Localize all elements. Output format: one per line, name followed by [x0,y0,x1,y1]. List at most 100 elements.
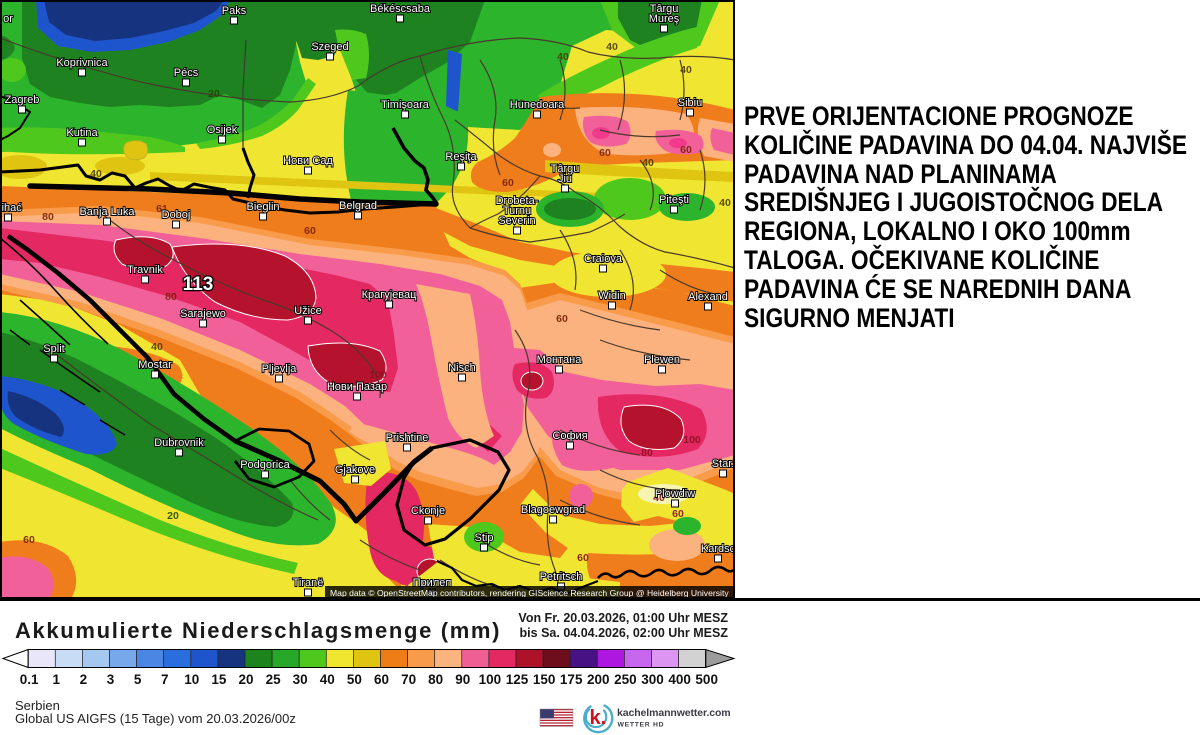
svg-text:Banja Luka: Banja Luka [79,206,135,218]
svg-text:Severin: Severin [498,215,535,227]
svg-text:40: 40 [320,672,335,687]
svg-text:40: 40 [606,41,618,53]
svg-text:Zagreb: Zagreb [5,94,40,106]
svg-text:Kardsc: Kardsc [701,543,735,555]
svg-text:Pécs: Pécs [174,67,199,79]
svg-text:5: 5 [134,672,142,687]
svg-text:Ckonje: Ckonje [411,505,445,517]
svg-text:Star.: Star. [712,458,735,470]
svg-text:80: 80 [165,291,177,303]
svg-text:София: София [552,430,587,442]
svg-text:150: 150 [533,672,556,687]
svg-text:Užice: Užice [294,305,322,317]
svg-text:Mostar: Mostar [138,359,172,371]
svg-text:Szeged: Szeged [311,41,348,53]
svg-text:Târgu: Târgu [650,3,679,15]
svg-text:Alexand: Alexand [688,291,728,303]
svg-text:60: 60 [374,672,389,687]
svg-text:Prishtine: Prishtine [386,432,429,444]
svg-text:Gjakove: Gjakove [335,464,375,476]
svg-text:Pljevlja: Pljevlja [262,363,298,375]
svg-text:k.: k. [590,707,607,729]
svg-text:125: 125 [506,672,529,687]
svg-text:Map data © OpenStreetMap contr: Map data © OpenStreetMap contributors, r… [330,588,729,598]
svg-text:40: 40 [653,492,665,504]
svg-text:Osijek: Osijek [207,124,238,136]
svg-text:113: 113 [183,274,214,295]
svg-text:Bieglin: Bieglin [246,201,279,213]
svg-text:Монтана: Монтана [537,354,583,366]
svg-text:WETTER HD: WETTER HD [618,722,665,729]
svg-text:Plowdiw: Plowdiw [655,488,695,500]
svg-text:100: 100 [683,434,701,446]
svg-text:80: 80 [641,447,653,459]
svg-text:Sibiu: Sibiu [678,97,702,109]
svg-text:Jiu: Jiu [558,173,572,185]
svg-text:or: or [3,13,13,25]
svg-text:60: 60 [672,508,684,520]
svg-text:Podgorica: Podgorica [240,459,290,471]
svg-text:Doboj: Doboj [162,209,191,221]
svg-text:500: 500 [695,672,718,687]
svg-text:Petritsch: Petritsch [540,571,583,583]
svg-text:1: 1 [53,672,61,687]
svg-text:70: 70 [401,672,416,687]
svg-text:60: 60 [23,534,35,546]
svg-text:400: 400 [668,672,691,687]
svg-text:10: 10 [184,672,199,687]
svg-text:Turnu: Turnu [503,205,531,217]
svg-text:60: 60 [680,144,692,156]
svg-text:Plewen: Plewen [644,354,680,366]
svg-text:30: 30 [293,672,308,687]
svg-text:Split: Split [43,343,64,355]
svg-text:Mureş: Mureş [649,13,680,25]
svg-text:25: 25 [266,672,282,687]
svg-text:Kutina: Kutina [66,127,98,139]
svg-text:61: 61 [156,203,168,215]
svg-text:60: 60 [599,147,611,159]
svg-text:Drobeta-: Drobeta- [496,195,539,207]
svg-text:40: 40 [719,197,731,209]
svg-text:250: 250 [614,672,637,687]
svg-text:Sarajewo: Sarajewo [180,308,226,320]
svg-text:100: 100 [479,672,502,687]
svg-text:40: 40 [90,168,102,180]
svg-text:Bihać: Bihać [0,202,22,214]
svg-text:Stip: Stip [475,532,494,544]
svg-text:Tiranë: Tiranë [293,577,324,589]
svg-text:20: 20 [238,672,253,687]
svg-text:kachelmannwetter.com: kachelmannwetter.com [617,707,731,719]
svg-text:Koprivnica: Koprivnica [56,57,108,69]
svg-text:40: 40 [642,157,654,169]
svg-text:Târgu: Târgu [551,163,580,175]
svg-text:40: 40 [557,51,569,63]
svg-text:Hunedoara: Hunedoara [510,99,565,111]
svg-text:0.1: 0.1 [20,672,39,687]
svg-text:Nisch: Nisch [448,362,476,374]
svg-text:Paks: Paks [222,5,247,17]
svg-text:20: 20 [208,88,220,100]
svg-text:15: 15 [211,672,227,687]
svg-text:Travnik: Travnik [127,264,163,276]
svg-text:Békéscsaba: Békéscsaba [370,3,431,15]
svg-text:Timişoara: Timişoara [381,99,430,111]
svg-text:Dubrovnik: Dubrovnik [154,437,204,449]
svg-text:Widin: Widin [598,290,626,302]
svg-text:Крагујевац: Крагујевац [362,289,418,301]
svg-text:100: 100 [369,369,387,381]
svg-text:Нови Пазар: Нови Пазар [327,381,387,393]
svg-text:Reşiţa: Reşiţa [445,151,477,163]
svg-text:Blagoewgrad: Blagoewgrad [521,504,585,516]
svg-text:20: 20 [167,510,179,522]
svg-text:2: 2 [80,672,88,687]
svg-text:Нови Сад: Нови Сад [283,155,333,167]
svg-text:50: 50 [347,672,362,687]
svg-text:175: 175 [560,672,583,687]
svg-text:60: 60 [304,225,316,237]
svg-text:300: 300 [641,672,664,687]
svg-text:Belgrad: Belgrad [339,200,377,212]
svg-text:80: 80 [428,672,443,687]
svg-text:7: 7 [161,672,169,687]
svg-text:60: 60 [556,313,568,325]
svg-text:200: 200 [587,672,610,687]
